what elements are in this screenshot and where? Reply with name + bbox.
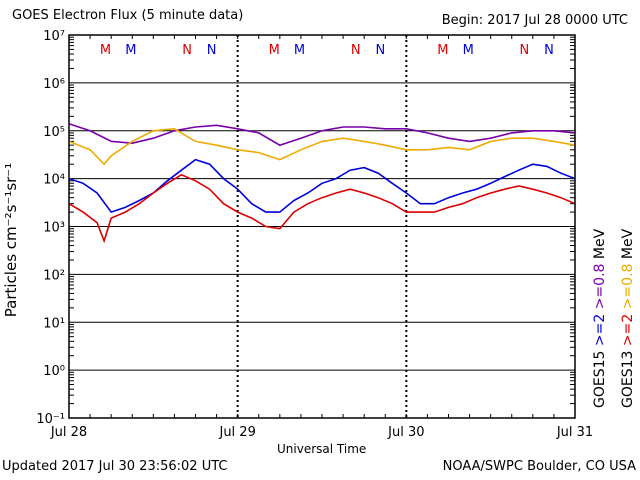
- y-tick-label: 10⁵: [43, 125, 65, 140]
- plot-frame: [68, 34, 576, 419]
- legend-entry: MeV: [592, 228, 608, 263]
- series-line-2: [68, 158, 576, 214]
- legend-entry: >=2: [592, 314, 608, 351]
- y-tick-label: 10⁻¹: [36, 412, 65, 427]
- begin-label: Begin: 2017 Jul 28 0000 UTC: [441, 13, 628, 28]
- legend-goes15: GOES15 >=2 >=0.8 MeV: [592, 228, 608, 408]
- mn-marker: N: [207, 43, 217, 58]
- y-tick-label: 10⁷: [43, 29, 65, 44]
- y-tick-label: 10¹: [43, 316, 65, 331]
- mn-marker: N: [182, 43, 192, 58]
- y-tick-label: 10⁰: [43, 364, 65, 379]
- legend-entry: GOES13: [620, 351, 636, 408]
- x-tick-label: Jul 31: [556, 425, 593, 440]
- legend-entry: >=0.8: [592, 264, 608, 314]
- mn-marker: N: [544, 43, 554, 58]
- mn-marker: M: [437, 43, 448, 58]
- legend-entry: MeV: [620, 228, 636, 263]
- y-tick-label: 10⁴: [43, 173, 65, 188]
- updated-label: Updated 2017 Jul 30 23:56:02 UTC: [2, 459, 228, 474]
- mn-marker: N: [520, 43, 530, 58]
- legend-goes13: GOES13 >=2 >=0.8 MeV: [620, 228, 636, 408]
- mn-marker: M: [125, 43, 136, 58]
- legend-entry: >=0.8: [620, 264, 636, 314]
- mn-marker: N: [351, 43, 361, 58]
- series-line-1: [68, 127, 576, 166]
- x-tick-label: Jul 29: [218, 425, 255, 440]
- mn-marker: M: [100, 43, 111, 58]
- series-line-3: [68, 173, 576, 244]
- source-label: NOAA/SWPC Boulder, CO USA: [442, 459, 636, 474]
- mn-marker: M: [463, 43, 474, 58]
- legend-entry: GOES15: [592, 351, 608, 408]
- y-axis-label: Particles cm⁻²s⁻¹sr⁻¹: [2, 162, 20, 318]
- mn-marker: M: [269, 43, 280, 58]
- x-axis-label: Universal Time: [277, 442, 367, 456]
- chart-title: GOES Electron Flux (5 minute data): [12, 8, 244, 23]
- y-tick-label: 10²: [43, 268, 65, 283]
- series-line-0: [68, 123, 576, 147]
- y-tick-label: 10⁶: [43, 77, 65, 92]
- x-tick-label: Jul 28: [50, 425, 87, 440]
- x-tick-label: Jul 30: [387, 425, 424, 440]
- legend-entry: >=2: [620, 314, 636, 351]
- y-tick-label: 10³: [43, 221, 65, 236]
- mn-marker: M: [294, 43, 305, 58]
- mn-marker: N: [375, 43, 385, 58]
